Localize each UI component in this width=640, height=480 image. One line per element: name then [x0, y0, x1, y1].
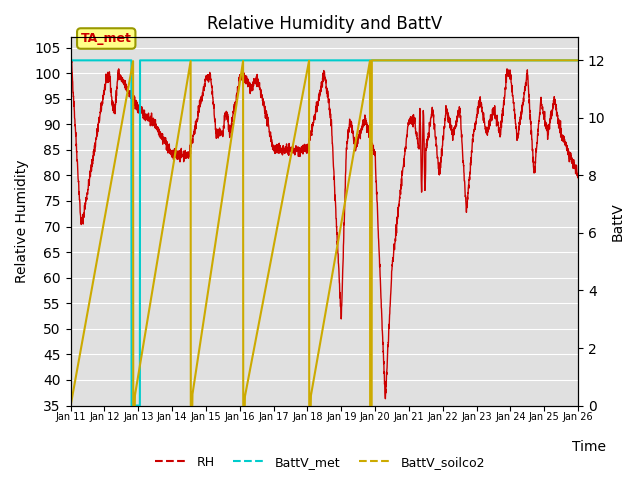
Text: TA_met: TA_met — [81, 32, 132, 45]
Text: Time: Time — [572, 440, 606, 454]
Legend: RH, BattV_met, BattV_soilco2: RH, BattV_met, BattV_soilco2 — [150, 451, 490, 474]
Y-axis label: BattV: BattV — [611, 202, 625, 241]
Y-axis label: Relative Humidity: Relative Humidity — [15, 160, 29, 283]
Title: Relative Humidity and BattV: Relative Humidity and BattV — [207, 15, 442, 33]
